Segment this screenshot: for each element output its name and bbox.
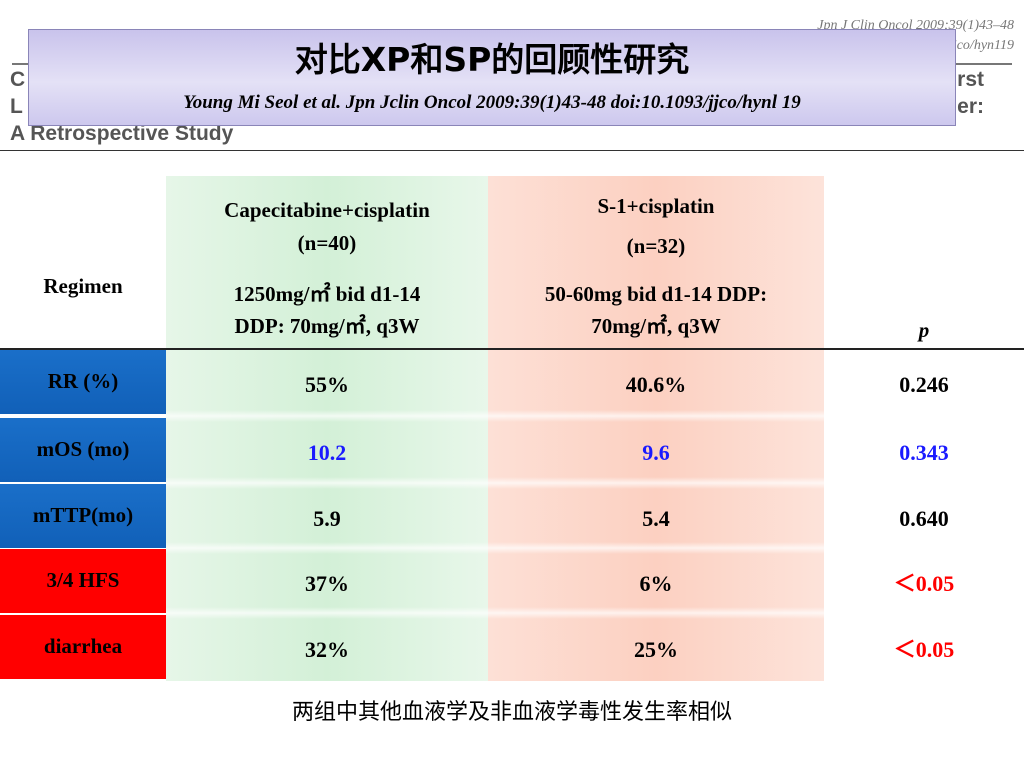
cell-rr-p: 0.246: [899, 372, 949, 397]
header-sp-name: S-1+cisplatin: [597, 194, 715, 218]
row-divider-glow: [166, 542, 824, 554]
cell-mos-p: 0.343: [899, 440, 949, 465]
row-label-mttp: mTTP(mo): [0, 484, 166, 549]
header-rule: [0, 348, 1024, 350]
header-regimen: Regimen: [43, 274, 123, 298]
cell-diarrhea-xp: 32%: [305, 637, 349, 662]
paper-title-left: C L: [10, 66, 30, 120]
header-xp-dose: 1250mg/㎡ bid d1-14 DDP: 70mg/㎡, q3W: [166, 278, 488, 342]
xp-column-background: [166, 176, 488, 681]
header-sp-dose-1: 50-60mg bid d1-14 DDP:: [544, 282, 768, 306]
header-xp-name: Capecitabine+cisplatin: [224, 198, 430, 222]
paper-title-line-3: A Retrospective Study: [10, 122, 234, 145]
row-label-rr: RR (%): [0, 350, 166, 415]
header-xp-n: (n=40): [297, 231, 357, 255]
title-banner: 对比XP和SP的回顾性研究 Young Mi Seol et al. Jpn J…: [28, 29, 956, 126]
cell-mttp-sp: 5.4: [642, 506, 670, 531]
paper-title-left-2: L: [10, 95, 23, 118]
cell-mttp-xp: 5.9: [313, 506, 341, 531]
slide-title: 对比XP和SP的回顾性研究: [294, 40, 690, 79]
header-sp-dose-2: 70mg/㎡, q3W: [591, 314, 721, 338]
footnote: 两组中其他血液学及非血液学毒性发生率相似: [291, 700, 732, 725]
cell-diarrhea-sp: 25%: [634, 637, 678, 662]
cell-mos-xp: 10.2: [307, 440, 347, 465]
row-label-hfs: 3/4 HFS: [0, 549, 166, 614]
row-divider-glow: [166, 410, 824, 422]
cell-rr-xp: 55%: [305, 372, 349, 397]
paper-title-right-2: er:: [957, 95, 984, 118]
row-label-mos: mOS (mo): [0, 418, 166, 483]
header-p-value: p: [918, 318, 930, 342]
header-xp-dose-2: DDP: 70mg/㎡, q3W: [234, 314, 420, 338]
row-divider-glow: [166, 477, 824, 489]
cell-mos-sp: 9.6: [642, 440, 670, 465]
cell-hfs-sp: 6%: [639, 571, 673, 596]
paper-title-right: irst er:: [884, 66, 984, 120]
header-sp-n: (n=32): [626, 234, 686, 258]
cell-hfs-xp: 37%: [305, 571, 349, 596]
paper-title-right-1: irst: [951, 68, 984, 91]
paper-title: C L irst er: A Retrospective Study: [10, 66, 1014, 146]
cell-hfs-p: ＜0.05: [893, 571, 955, 596]
citation: Young Mi Seol et al. Jpn Jclin Oncol 200…: [183, 92, 801, 113]
paper-rule-bottom: [0, 150, 1024, 151]
row-label-diarrhea: diarrhea: [0, 615, 166, 680]
paper-title-left-1: C: [10, 68, 26, 91]
header-xp-dose-1: 1250mg/㎡ bid d1-14: [233, 282, 421, 306]
cell-mttp-p: 0.640: [899, 506, 949, 531]
header-sp: S-1+cisplatin (n=32): [488, 186, 824, 266]
cell-rr-sp: 40.6%: [625, 372, 687, 397]
cell-diarrhea-p: ＜0.05: [893, 637, 955, 662]
sp-column-background: [488, 176, 824, 681]
header-sp-dose: 50-60mg bid d1-14 DDP: 70mg/㎡, q3W: [488, 278, 824, 342]
header-xp: Capecitabine+cisplatin (n=40): [166, 194, 488, 260]
row-divider-glow: [166, 607, 824, 619]
